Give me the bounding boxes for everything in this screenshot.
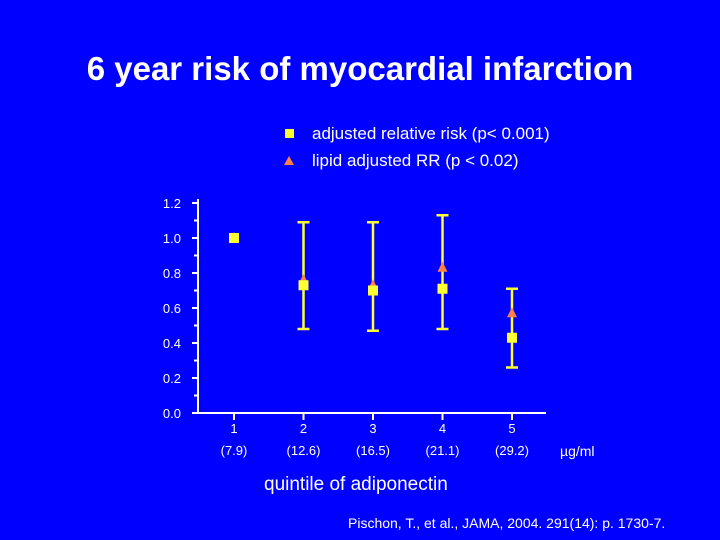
legend-label: lipid adjusted RR (p < 0.02) [312,150,519,170]
legend-item-adjusted-rr: adjusted relative risk (p< 0.001) [282,120,550,147]
y-tick-label: 0.8 [163,266,181,281]
legend-item-lipid-adjusted-rr: lipid adjusted RR (p < 0.02) [282,147,550,174]
unit-label: µg/ml [560,443,595,459]
x-tick-label-range: (29.2) [495,443,529,458]
x-tick-label-quintile: 4 [439,421,446,436]
square-marker-icon [285,129,294,138]
legend-label: adjusted relative risk (p< 0.001) [312,123,550,143]
x-tick-label-range: (7.9) [221,443,248,458]
x-tick-label-quintile: 5 [508,421,515,436]
x-tick-label-range: (16.5) [356,443,390,458]
point-adjusted-rr [368,285,378,296]
y-tick-label: 1.0 [163,231,181,246]
y-tick-label: 0.0 [163,406,181,421]
point-adjusted-rr [437,283,448,294]
legend: adjusted relative risk (p< 0.001) lipid … [282,120,550,174]
x-tick-label-range: (12.6) [287,443,321,458]
point-adjusted-rr [507,332,517,343]
y-tick-label: 0.2 [163,371,181,386]
point-adjusted-rr [298,280,309,291]
point-adjusted-rr [229,233,239,243]
x-tick-label-quintile: 2 [300,421,307,436]
y-tick-label: 0.6 [163,301,181,316]
citation: Pischon, T., et al., JAMA, 2004. 291(14)… [348,515,666,531]
x-tick-label-quintile: 3 [369,421,376,436]
x-axis-title: quintile of adiponectin [264,474,448,495]
point-lipid-adjusted-rr [437,261,448,272]
triangle-marker-icon [284,156,294,165]
y-tick-label: 1.2 [163,196,181,211]
y-tick-label: 0.4 [163,336,181,351]
point-lipid-adjusted-rr [507,307,517,318]
x-tick-label-range: (21.1) [426,443,460,458]
chart-title: 6 year risk of myocardial infarction [86,50,634,87]
x-tick-label-quintile: 1 [230,421,237,436]
